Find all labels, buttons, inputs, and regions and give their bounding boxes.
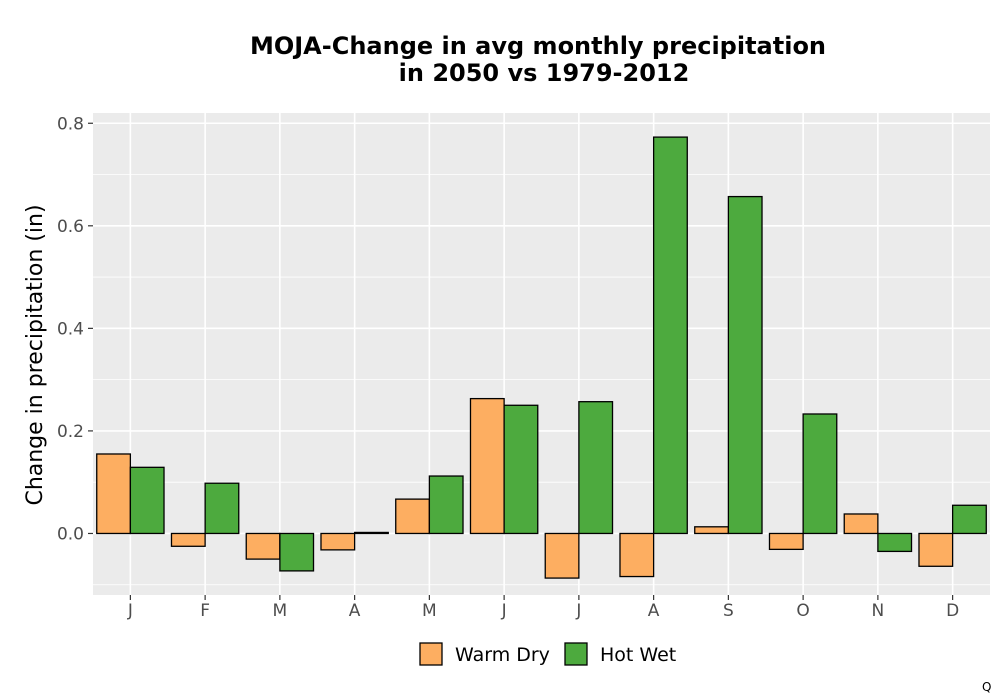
bar-warm-dry: [245, 532, 281, 560]
bar-warm-dry: [544, 532, 580, 579]
bar-hot-wet: [877, 532, 913, 553]
bar-warm-dry: [843, 513, 879, 535]
x-tick-label: J: [501, 601, 507, 621]
bar-warm-dry: [694, 526, 730, 535]
y-tick-label: 0.4: [57, 319, 84, 339]
bar-warm-dry: [768, 532, 804, 551]
x-tick-label: J: [575, 601, 581, 621]
y-tick-label: 0.2: [57, 422, 84, 442]
legend-key-warm-dry: [419, 642, 443, 666]
x-tick-label: A: [349, 601, 361, 621]
bar-warm-dry: [96, 453, 132, 535]
chart-title-line1: MOJA-Change in avg monthly precipitation: [250, 32, 826, 60]
bar-warm-dry: [320, 532, 356, 551]
bar-hot-wet: [727, 195, 763, 535]
chart-title-line2: in 2050 vs 1979-2012: [399, 59, 690, 87]
bar-hot-wet: [652, 136, 688, 535]
grid-minor: [93, 174, 990, 586]
y-tick-label: 0.8: [57, 114, 84, 134]
bar-warm-dry: [170, 532, 206, 547]
bar-warm-dry: [469, 397, 505, 535]
x-tick-label: M: [273, 601, 288, 621]
bar-hot-wet: [578, 401, 614, 535]
x-tick-label: M: [422, 601, 437, 621]
bar-hot-wet: [802, 413, 838, 535]
y-tick-label: 0.0: [57, 524, 84, 544]
x-tick-label: A: [648, 601, 660, 621]
x-tick-label: J: [127, 601, 133, 621]
bar-hot-wet: [204, 482, 240, 535]
x-tick-label: S: [723, 601, 734, 621]
bar-warm-dry: [918, 532, 954, 567]
y-tick-label: 0.6: [57, 217, 84, 237]
legend: Warm Dry Hot Wet: [419, 642, 676, 666]
legend-key-hot-wet: [564, 642, 588, 666]
bar-hot-wet: [129, 466, 165, 535]
x-tick-label: F: [200, 601, 210, 621]
bar-hot-wet: [503, 404, 539, 535]
bar-hot-wet: [353, 531, 389, 535]
bar-hot-wet: [428, 475, 464, 535]
x-tick-label: D: [946, 601, 959, 621]
x-tick-label: O: [796, 601, 809, 621]
bars: [96, 136, 987, 579]
panel-background: [93, 113, 990, 595]
y-axis-title: Change in precipitation (in): [23, 204, 48, 505]
bar-warm-dry: [619, 532, 655, 578]
bar-hot-wet: [951, 504, 987, 535]
legend-label-hot-wet: Hot Wet: [600, 644, 676, 666]
legend-label-warm-dry: Warm Dry: [455, 644, 550, 666]
bar-warm-dry: [395, 498, 431, 535]
corner-mark: Q: [982, 680, 991, 694]
bar-hot-wet: [279, 532, 315, 572]
y-axis: 0.0 0.2 0.4 0.6 0.8: [57, 114, 93, 544]
x-tick-label: N: [872, 601, 885, 621]
